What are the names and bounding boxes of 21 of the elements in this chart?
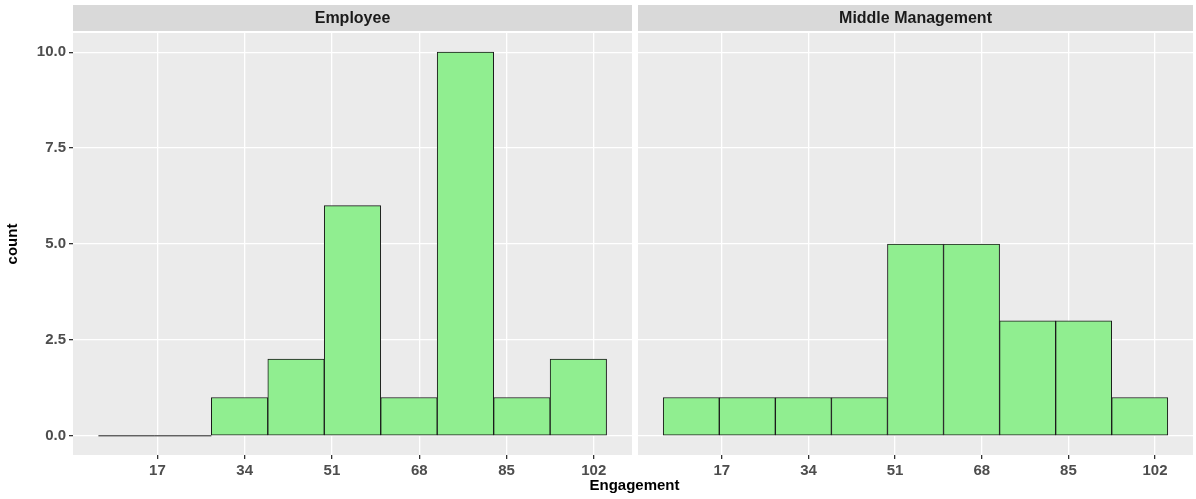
x-axis-title: Engagement xyxy=(589,476,680,493)
x-tick-label: 85 xyxy=(498,461,515,479)
y-axis-title: count xyxy=(3,223,21,265)
x-tick-label: 51 xyxy=(886,461,904,479)
x-tick-label: 17 xyxy=(149,461,166,479)
y-tick-label: 10.0 xyxy=(36,42,66,60)
x-tick-label: 34 xyxy=(236,461,254,479)
x-tick-label: 17 xyxy=(713,461,731,479)
x-tick-label: 102 xyxy=(581,461,607,479)
x-tick-label: 68 xyxy=(973,461,991,479)
x-tick-label: 68 xyxy=(410,461,428,479)
y-tick-label: 0.0 xyxy=(45,425,66,443)
x-tick-label: 34 xyxy=(800,461,818,479)
y-tick-label: 7.5 xyxy=(45,138,66,156)
chart-title: Middle Management xyxy=(839,9,993,27)
y-tick-label: 5.0 xyxy=(45,234,66,252)
x-tick-label: 51 xyxy=(323,461,341,479)
y-tick-label: 2.5 xyxy=(45,330,66,348)
x-tick-label: 102 xyxy=(1142,461,1168,479)
x-tick-label: 85 xyxy=(1060,461,1077,479)
chart-title: Employee xyxy=(314,9,391,27)
